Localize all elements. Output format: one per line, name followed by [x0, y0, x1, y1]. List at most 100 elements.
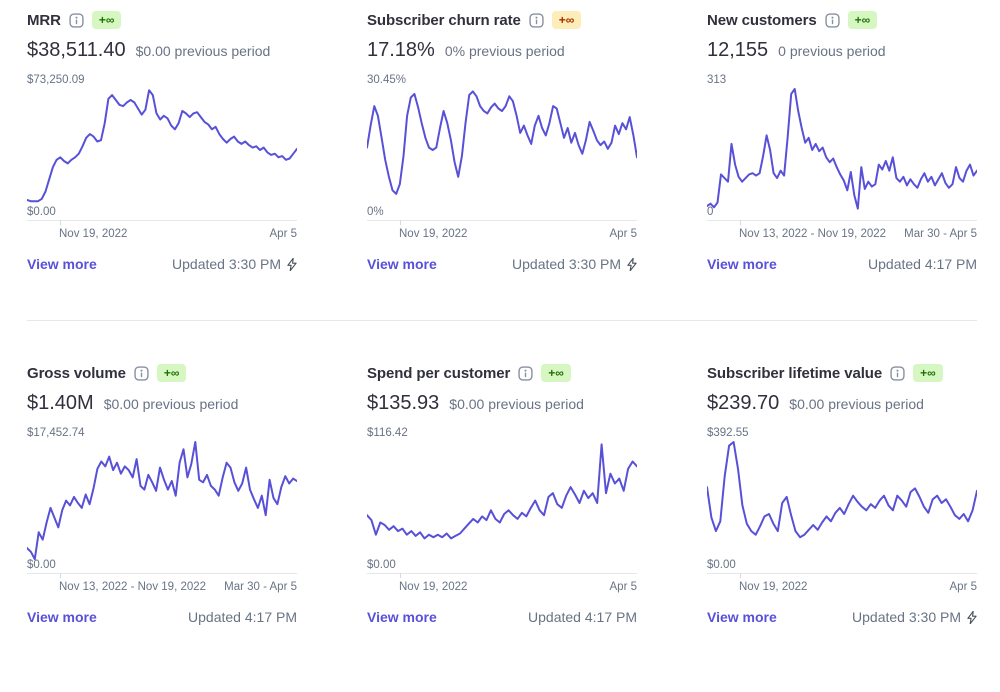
value-row: $38,511.40 $0.00 previous period — [27, 39, 297, 62]
value-row: $1.40M $0.00 previous period — [27, 392, 297, 415]
x-axis-left-label: Nov 19, 2022 — [399, 228, 468, 240]
x-axis-left-label: Nov 13, 2022 - Nov 19, 2022 — [59, 581, 207, 593]
chart-area: $17,452.74 $0.00 — [27, 427, 297, 578]
info-icon[interactable] — [529, 12, 544, 28]
trend-badge: +∞ — [913, 364, 943, 382]
metric-value: 12,155 — [707, 39, 769, 61]
updated-status: Updated 3:30 PM — [512, 256, 637, 272]
chart-area: 30.45% 0% — [367, 74, 637, 225]
card-header: Spend per customer +∞ — [367, 361, 637, 385]
metric-value: $1.40M — [27, 392, 94, 414]
x-axis-tick — [740, 573, 741, 578]
x-axis-tick — [60, 220, 61, 225]
updated-text: Updated 3:30 PM — [512, 256, 621, 272]
card-title: Subscriber lifetime value — [707, 364, 883, 382]
metric-value: $135.93 — [367, 392, 440, 414]
view-more-link[interactable]: View more — [707, 609, 777, 625]
updated-status: Updated 4:17 PM — [868, 256, 977, 272]
previous-period-value: $0.00 previous period — [789, 396, 924, 412]
updated-status: Updated 4:17 PM — [528, 609, 637, 625]
x-axis-labels: Nov 13, 2022 - Nov 19, 2022 Mar 30 - Apr… — [707, 228, 977, 240]
metric-card-gross-volume: Gross volume +∞ $1.40M $0.00 previous pe… — [27, 361, 297, 625]
info-icon[interactable] — [69, 12, 84, 28]
metric-value: $38,511.40 — [27, 39, 126, 61]
instant-bolt-icon — [967, 610, 977, 624]
view-more-link[interactable]: View more — [367, 609, 437, 625]
info-icon[interactable] — [890, 365, 905, 381]
y-axis-min-label: 0% — [367, 206, 384, 218]
metric-card-subscriber-churn-rate: Subscriber churn rate +∞ 17.18% 0% previ… — [367, 8, 637, 272]
metric-card-subscriber-lifetime-value: Subscriber lifetime value +∞ $239.70 $0.… — [707, 361, 977, 625]
chart-area: $116.42 $0.00 — [367, 427, 637, 578]
card-title: MRR — [27, 11, 61, 29]
card-footer: View more Updated 3:30 PM — [367, 256, 637, 272]
card-footer: View more Updated 4:17 PM — [707, 256, 977, 272]
y-axis-max-label: $73,250.09 — [27, 74, 85, 86]
info-icon[interactable] — [134, 365, 149, 381]
previous-period-value: 0% previous period — [444, 43, 565, 59]
previous-period-value: $0.00 previous period — [449, 396, 584, 412]
y-axis-min-label: $0.00 — [27, 206, 56, 218]
y-axis-min-label: 0 — [707, 206, 714, 218]
view-more-link[interactable]: View more — [27, 256, 97, 272]
card-header: Subscriber lifetime value +∞ — [707, 361, 977, 385]
updated-status: Updated 4:17 PM — [188, 609, 297, 625]
sparkline-chart[interactable] — [707, 87, 977, 213]
metric-value: $239.70 — [707, 392, 780, 414]
x-axis-left-label: Nov 13, 2022 - Nov 19, 2022 — [739, 228, 887, 240]
x-axis-right-label: Mar 30 - Apr 5 — [904, 228, 977, 240]
x-axis-labels: Nov 19, 2022 Apr 5 — [367, 581, 637, 593]
view-more-link[interactable]: View more — [367, 256, 437, 272]
updated-text: Updated 4:17 PM — [528, 609, 637, 625]
updated-text: Updated 4:17 PM — [188, 609, 297, 625]
card-footer: View more Updated 3:30 PM — [707, 609, 977, 625]
card-footer: View more Updated 4:17 PM — [27, 609, 297, 625]
x-axis-labels: Nov 19, 2022 Apr 5 — [367, 228, 637, 240]
sparkline-chart[interactable] — [707, 440, 977, 566]
y-axis-max-label: 30.45% — [367, 74, 407, 86]
sparkline-chart[interactable] — [367, 87, 637, 213]
y-axis-max-label: 313 — [707, 74, 727, 86]
chart-area: $73,250.09 $0.00 — [27, 74, 297, 225]
x-axis-tick — [740, 220, 741, 225]
x-axis-right-label: Apr 5 — [269, 228, 298, 240]
value-row: $135.93 $0.00 previous period — [367, 392, 637, 415]
metrics-row-top: MRR +∞ $38,511.40 $0.00 previous period … — [27, 8, 977, 272]
trend-badge: +∞ — [551, 11, 582, 29]
value-row: 17.18% 0% previous period — [367, 39, 637, 62]
info-icon[interactable] — [824, 12, 840, 28]
x-axis-left-label: Nov 19, 2022 — [399, 581, 468, 593]
updated-text: Updated 4:17 PM — [868, 256, 977, 272]
previous-period-value: $0.00 previous period — [135, 43, 271, 59]
y-axis-min-label: $0.00 — [27, 559, 56, 571]
y-axis-min-label: $0.00 — [707, 559, 736, 571]
trend-badge: +∞ — [156, 364, 187, 382]
view-more-link[interactable]: View more — [707, 256, 777, 272]
card-title: Gross volume — [27, 364, 126, 382]
value-row: $239.70 $0.00 previous period — [707, 392, 977, 415]
info-icon[interactable] — [518, 365, 533, 381]
x-axis-right-label: Apr 5 — [609, 228, 638, 240]
y-axis-max-label: $116.42 — [367, 427, 408, 439]
sparkline-chart[interactable] — [367, 440, 637, 566]
x-axis-left-label: Nov 19, 2022 — [59, 228, 128, 240]
metric-value: 17.18% — [367, 39, 435, 61]
metric-card-new-customers: New customers +∞ 12,155 0 previous perio… — [707, 8, 977, 272]
trend-badge: +∞ — [847, 11, 878, 29]
updated-status: Updated 3:30 PM — [852, 609, 977, 625]
sparkline-chart[interactable] — [27, 87, 297, 213]
x-axis-labels: Nov 13, 2022 - Nov 19, 2022 Mar 30 - Apr… — [27, 581, 297, 593]
card-title: Subscriber churn rate — [367, 11, 521, 29]
updated-text: Updated 3:30 PM — [172, 256, 281, 272]
sparkline-chart[interactable] — [27, 440, 297, 566]
y-axis-max-label: $392.55 — [707, 427, 749, 439]
y-axis-max-label: $17,452.74 — [27, 427, 85, 439]
view-more-link[interactable]: View more — [27, 609, 97, 625]
metric-card-mrr: MRR +∞ $38,511.40 $0.00 previous period … — [27, 8, 297, 272]
metrics-row-bottom: Gross volume +∞ $1.40M $0.00 previous pe… — [27, 361, 977, 625]
card-header: Gross volume +∞ — [27, 361, 297, 385]
x-axis-labels: Nov 19, 2022 Apr 5 — [707, 581, 977, 593]
card-header: MRR +∞ — [27, 8, 297, 32]
card-title: New customers — [707, 11, 817, 29]
section-divider — [27, 320, 977, 321]
